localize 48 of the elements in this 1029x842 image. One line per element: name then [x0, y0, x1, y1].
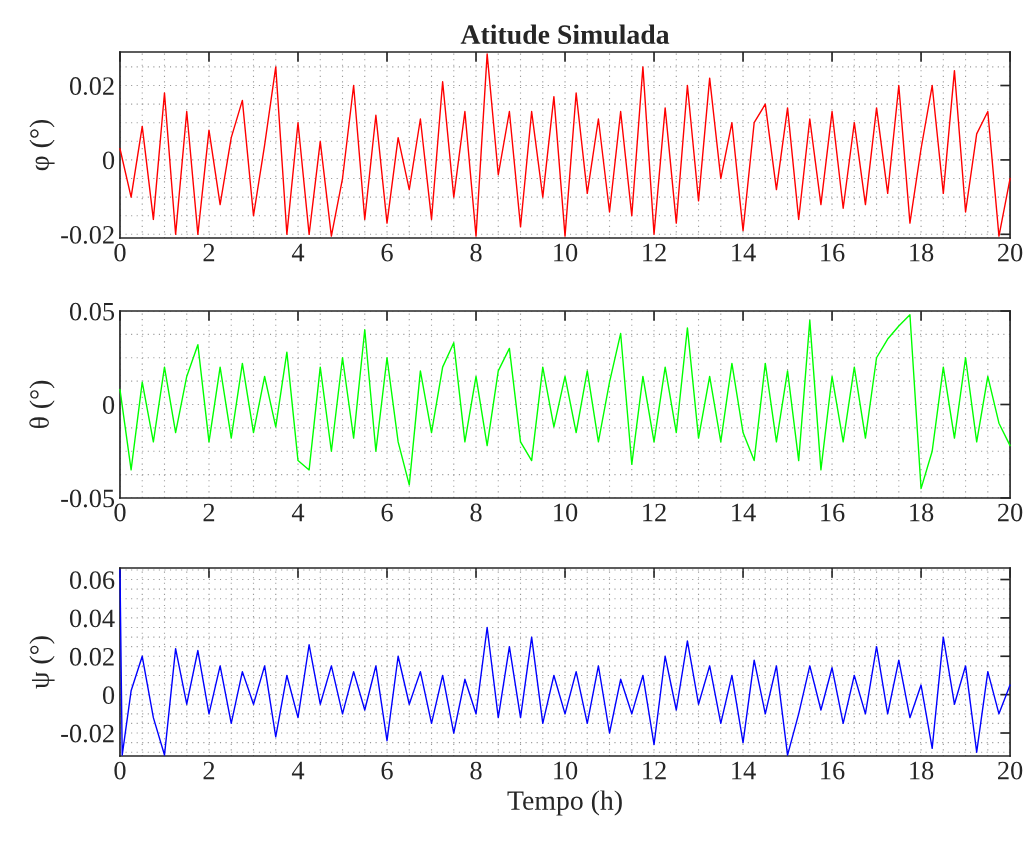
x-tick-label: 12 — [643, 761, 666, 780]
y-tick-label: 0.02 — [69, 647, 114, 666]
x-tick-label: 6 — [381, 761, 393, 780]
y-tick-label: 0 — [102, 396, 115, 414]
x-tick-label: 2 — [203, 243, 215, 262]
y-axis-title: φ (°) — [29, 119, 55, 171]
y-tick-label: -0.02 — [61, 724, 114, 743]
x-tick-label: 14 — [732, 503, 756, 522]
line-series — [119, 53, 1011, 237]
x-tick-label: 6 — [381, 503, 393, 522]
x-tick-label: 10 — [554, 503, 578, 522]
x-tick-label: 20 — [998, 503, 1023, 522]
x-axis-title: Tempo (h) — [507, 790, 622, 816]
x-tick-label: 8 — [470, 503, 482, 522]
x-tick-label: 8 — [470, 243, 482, 262]
y-tick-label: 0 — [102, 686, 115, 705]
x-tick-label: 12 — [643, 243, 666, 262]
y-tick-label: 0.02 — [69, 77, 114, 96]
x-tick-label: 2 — [203, 761, 215, 780]
line-series — [119, 569, 1011, 756]
x-tick-label: 14 — [732, 761, 756, 780]
x-tick-label: 10 — [554, 243, 578, 262]
y-tick-label: 0.04 — [69, 609, 115, 628]
x-tick-label: 18 — [910, 503, 934, 522]
x-tick-label: 16 — [821, 503, 845, 522]
x-tick-label: 8 — [470, 761, 482, 780]
x-tick-label: 6 — [381, 243, 393, 262]
y-axis-title: θ (°) — [29, 380, 55, 429]
x-tick-label: 20 — [998, 761, 1023, 780]
x-tick-label: 18 — [910, 761, 934, 780]
x-tick-label: 10 — [554, 761, 578, 780]
x-tick-label: 20 — [998, 243, 1023, 262]
y-tick-label: 0.05 — [69, 302, 115, 321]
y-tick-label: 0 — [102, 151, 115, 170]
y-axis-title: ψ (°) — [29, 636, 55, 689]
x-tick-label: 4 — [291, 243, 305, 262]
x-tick-label: 18 — [910, 243, 934, 262]
x-tick-label: 16 — [821, 761, 845, 780]
chart-title: Atitude Simulada — [460, 24, 670, 45]
x-tick-label: 14 — [732, 243, 756, 262]
x-tick-label: 12 — [643, 503, 666, 522]
x-tick-label: 16 — [821, 243, 845, 262]
y-tick-label: 0.06 — [69, 571, 115, 590]
x-tick-label: 4 — [291, 761, 305, 780]
x-tick-label: 2 — [203, 503, 215, 522]
y-tick-label: -0.02 — [61, 225, 114, 244]
x-tick-label: 4 — [291, 503, 305, 522]
y-tick-label: -0.05 — [61, 489, 115, 508]
